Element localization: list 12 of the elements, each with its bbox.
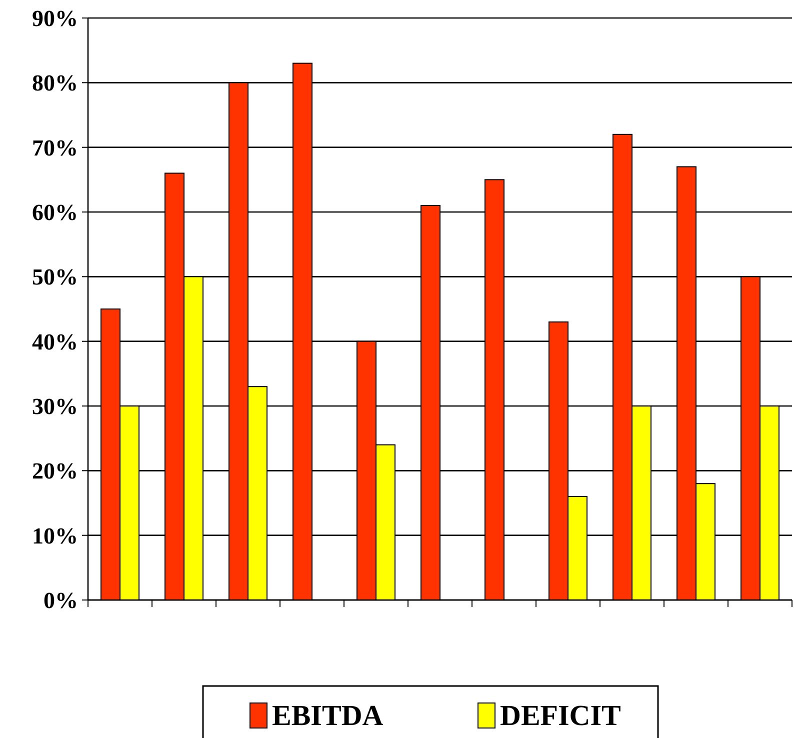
y-tick-label: 20% [32,458,78,484]
y-tick-label: 40% [32,329,78,354]
y-tick-label: 50% [32,264,78,290]
y-tick-label: 60% [32,200,78,226]
y-tick-label: 30% [32,394,78,420]
y-tick-label: 90% [32,6,78,32]
y-tick-label: 70% [32,135,78,160]
y-tick-label: 10% [32,523,78,548]
legend-label: DEFICIT [500,700,621,732]
legend-label: EBITDA [272,700,384,732]
y-tick-label: 0% [44,588,78,614]
y-tick-label: 80% [32,70,78,96]
